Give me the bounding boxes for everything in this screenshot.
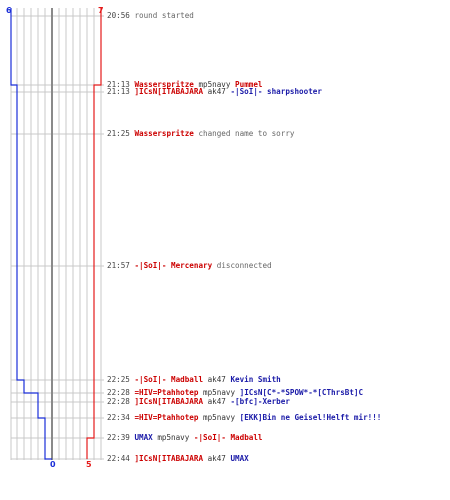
event-player-blue: ]ICsN[C*-*SPOW*-*[CThrsBt]C [239,388,364,397]
red-start-score: 7 [98,6,104,15]
event-player-blue: UMAX [134,433,153,442]
event-weapon: ak47 [207,454,226,463]
event-player-red: Pummel [235,80,263,89]
event-row: 22:25 -|SoI|- Madball ak47 Kevin Smith [107,375,281,384]
event-player-red: ]ICsN[ITABAJARA [134,87,204,96]
event-time: 21:13 [107,80,130,89]
event-time: 22:34 [107,413,130,422]
event-row: 21:13 Wasserspritze mp5navy Pummel [107,80,262,89]
event-weapon: ak47 [207,87,226,96]
event-row: 21:25 Wasserspritze changed name to sorr… [107,129,294,138]
event-player-blue: -[bfc]-Xerber [230,397,290,406]
event-text: changed name to sorry [198,129,295,138]
event-row: 22:28 ]ICsN[ITABAJARA ak47 -[bfc]-Xerber [107,397,290,406]
event-row: 22:39 UMAX mp5navy -|SoI|- Madball [107,433,262,442]
event-player-red: ]ICsN[ITABAJARA [134,454,204,463]
event-time: 22:39 [107,433,130,442]
red-team-score-line [86,8,102,459]
event-text: round started [134,11,194,20]
event-player-blue: UMAX [230,454,249,463]
event-time: 22:25 [107,375,130,384]
event-weapon: mp5navy [203,388,236,397]
event-time: 21:57 [107,261,130,270]
event-weapon: ak47 [207,397,226,406]
event-text: disconnected [216,261,272,270]
event-player-red: -|SoI|- Madball [134,375,204,384]
event-player-red: -|SoI|- Mercenary [134,261,213,270]
event-time: 22:28 [107,397,130,406]
red-end-score: 5 [86,460,92,469]
event-player-blue: [EKK]Bin ne Geisel!Helft mir!!! [239,413,382,422]
event-weapon: mp5navy [157,433,190,442]
event-weapon: ak47 [207,375,226,384]
event-player-red: ]ICsN[ITABAJARA [134,397,204,406]
event-time: 22:28 [107,388,130,397]
event-row: 21:13 ]ICsN[ITABAJARA ak47 -|SoI|- sharp… [107,87,322,96]
event-row: 20:56 round started [107,11,194,20]
event-player-red: -|SoI|- Madball [193,433,263,442]
event-row: 21:57 -|SoI|- Mercenary disconnected [107,261,272,270]
event-time: 22:44 [107,454,130,463]
event-player-red: Wasserspritze [134,80,194,89]
event-time: 21:13 [107,87,130,96]
event-player-red: =HIV=Ptahhotep [134,413,199,422]
event-weapon: mp5navy [203,413,236,422]
event-weapon: mp5navy [198,80,231,89]
event-time: 21:25 [107,129,130,138]
event-row: 22:44 ]ICsN[ITABAJARA ak47 UMAX [107,454,249,463]
blue-team-score-line [10,8,52,460]
blue-end-score: 0 [50,460,56,469]
event-player-blue: -|SoI|- sharpshooter [230,87,322,96]
event-player-red: =HIV=Ptahhotep [134,388,199,397]
event-row: 22:28 =HIV=Ptahhotep mp5navy ]ICsN[C*-*S… [107,388,363,397]
event-time: 20:56 [107,11,130,20]
event-row: 22:34 =HIV=Ptahhotep mp5navy [EKK]Bin ne… [107,413,381,422]
event-player-blue: Kevin Smith [230,375,281,384]
blue-start-score: 6 [6,6,12,15]
event-player-red: Wasserspritze [134,129,194,138]
